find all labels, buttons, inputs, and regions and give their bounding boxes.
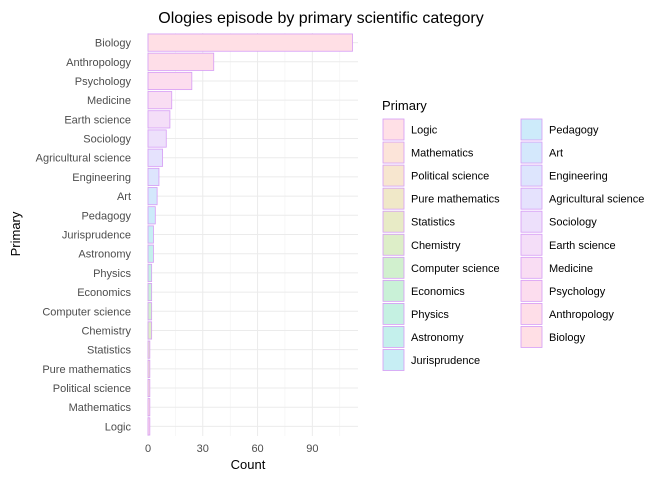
legend: Primary Logic Mathematics Political scienc… bbox=[382, 98, 644, 371]
y-tick-label: Anthropology bbox=[66, 57, 131, 69]
grid bbox=[147, 33, 358, 436]
legend-key-chemistry bbox=[382, 233, 405, 256]
bar-logic bbox=[147, 417, 151, 436]
legend-label-astronomy: Astronomy bbox=[411, 332, 464, 344]
legend-key-statistics bbox=[382, 210, 405, 233]
bar-engineering bbox=[147, 167, 160, 186]
legend-title: Primary bbox=[382, 98, 427, 113]
y-axis-title: Primary bbox=[8, 211, 23, 256]
legend-label-pure-mathematics: Pure mathematics bbox=[411, 194, 500, 206]
bar-pedagogy bbox=[147, 206, 156, 225]
bar-psychology bbox=[147, 71, 193, 91]
legend-key-mathematics bbox=[382, 141, 405, 164]
y-tick-labels: Logic Mathematics Political science Pure ma… bbox=[36, 38, 132, 434]
legend-key-engineering bbox=[520, 164, 543, 187]
legend-key-biology bbox=[520, 326, 543, 348]
legend-label-art: Art bbox=[549, 148, 563, 160]
legend-label-jurisprudence: Jurisprudence bbox=[411, 355, 480, 367]
legend-label-logic: Logic bbox=[411, 125, 438, 137]
x-tick-labels: 0 30 60 90 bbox=[145, 443, 319, 455]
y-tick-label: Biology bbox=[95, 38, 132, 50]
bar-chemistry bbox=[147, 321, 153, 340]
legend-key-pure-mathematics bbox=[382, 187, 405, 210]
bar-astronomy bbox=[147, 244, 154, 263]
legend-key-astronomy bbox=[382, 326, 405, 348]
legend-key-psychology bbox=[520, 279, 543, 302]
legend-key-sociology bbox=[520, 210, 543, 233]
y-tick-label: Political science bbox=[53, 383, 131, 395]
legend-key-art bbox=[520, 141, 543, 164]
y-tick-label: Pedagogy bbox=[81, 210, 131, 222]
bar-physics bbox=[147, 263, 153, 282]
y-tick-label: Pure mathematics bbox=[42, 364, 131, 376]
chart-title: Ologies episode by primary scientific ca… bbox=[158, 10, 483, 27]
legend-key-medicine bbox=[520, 256, 543, 279]
legend-key-anthropology bbox=[520, 302, 543, 325]
y-tick-label: Computer science bbox=[42, 306, 131, 318]
legend-key-political-science bbox=[382, 164, 405, 187]
legend-key-jurisprudence bbox=[382, 349, 405, 371]
y-tick-label: Mathematics bbox=[69, 402, 132, 414]
bar-agricultural-science bbox=[147, 148, 164, 167]
y-tick-label: Engineering bbox=[72, 172, 131, 184]
legend-label-biology: Biology bbox=[549, 332, 586, 344]
legend-label-economics: Economics bbox=[411, 286, 465, 298]
legend-label-pedagogy: Pedagogy bbox=[549, 125, 599, 137]
y-tick-label: Medicine bbox=[87, 95, 131, 107]
legend-label-psychology: Psychology bbox=[549, 286, 606, 298]
y-tick-label: Statistics bbox=[87, 345, 132, 357]
legend-label-computer-science: Computer science bbox=[411, 263, 500, 275]
legend-key-logic bbox=[382, 118, 405, 141]
bar-art bbox=[147, 187, 158, 206]
legend-label-physics: Physics bbox=[411, 309, 449, 321]
y-tick-label: Chemistry bbox=[81, 325, 131, 337]
legend-key-physics bbox=[382, 302, 405, 325]
bar-pure-mathematics bbox=[147, 359, 151, 378]
bars bbox=[147, 33, 353, 436]
bar-sociology bbox=[147, 129, 167, 148]
legend-key-pedagogy bbox=[520, 118, 543, 141]
y-tick-label: Psychology bbox=[75, 76, 132, 88]
legend-key-earth-science bbox=[520, 233, 543, 256]
legend-label-agricultural-science: Agricultural science bbox=[549, 194, 644, 206]
legend-label-political-science: Political science bbox=[411, 171, 489, 183]
legend-label-engineering: Engineering bbox=[549, 171, 608, 183]
legend-label-earth-science: Earth science bbox=[549, 240, 616, 252]
legend-key-economics bbox=[382, 279, 405, 302]
bar-computer-science bbox=[147, 302, 153, 321]
x-tick-label: 60 bbox=[251, 443, 263, 455]
y-tick-label: Agricultural science bbox=[36, 153, 131, 165]
y-tick-label: Physics bbox=[93, 268, 131, 280]
x-tick-label: 30 bbox=[197, 443, 209, 455]
y-tick-label: Art bbox=[117, 191, 131, 203]
legend-key-agricultural-science bbox=[520, 187, 543, 210]
bar-political-science bbox=[147, 378, 151, 398]
bar-earth-science bbox=[147, 110, 171, 129]
legend-label-statistics: Statistics bbox=[411, 217, 456, 229]
legend-label-chemistry: Chemistry bbox=[411, 240, 461, 252]
x-tick-label: 90 bbox=[306, 443, 318, 455]
bar-economics bbox=[147, 283, 153, 302]
y-tick-label: Astronomy bbox=[78, 249, 131, 261]
legend-label-anthropology: Anthropology bbox=[549, 309, 614, 321]
bar-jurisprudence bbox=[147, 225, 154, 244]
bar-biology bbox=[147, 33, 353, 52]
bar-medicine bbox=[147, 91, 173, 110]
bar-anthropology bbox=[147, 52, 215, 71]
y-tick-label: Economics bbox=[77, 287, 131, 299]
y-tick-label: Sociology bbox=[83, 134, 131, 146]
y-tick-label: Earth science bbox=[64, 114, 131, 126]
legend-key-computer-science bbox=[382, 256, 405, 279]
legend-label-sociology: Sociology bbox=[549, 217, 597, 229]
y-tick-label: Jurisprudence bbox=[62, 230, 131, 242]
legend-label-mathematics: Mathematics bbox=[411, 148, 474, 160]
x-tick-label: 0 bbox=[145, 443, 151, 455]
x-axis-title: Count bbox=[231, 457, 266, 472]
legend-label-medicine: Medicine bbox=[549, 263, 593, 275]
y-tick-label: Logic bbox=[105, 421, 132, 433]
bar-statistics bbox=[147, 340, 151, 359]
bar-mathematics bbox=[147, 398, 151, 417]
